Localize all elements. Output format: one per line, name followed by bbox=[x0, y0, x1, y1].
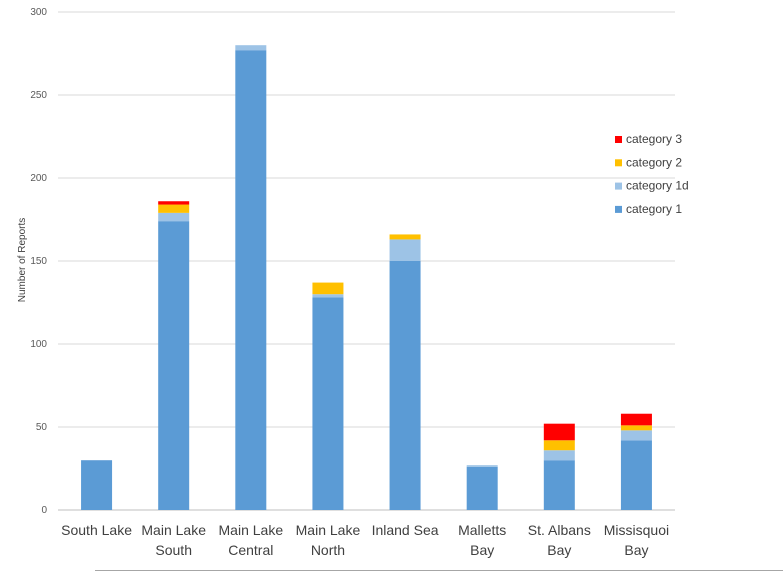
legend-item: category 1d bbox=[615, 179, 689, 193]
bar-segment bbox=[158, 204, 190, 213]
bar-stack bbox=[620, 413, 652, 510]
y-tick-label: 150 bbox=[30, 256, 47, 267]
bar-stack bbox=[389, 234, 421, 510]
legend-label: category 3 bbox=[626, 132, 682, 146]
legend-label: category 1d bbox=[626, 179, 689, 193]
legend-swatch bbox=[615, 205, 622, 213]
y-tick-label: 50 bbox=[36, 422, 48, 433]
y-tick-label: 0 bbox=[41, 505, 47, 516]
bar-segment bbox=[158, 212, 190, 222]
x-category-label: St. Albans Bay bbox=[528, 522, 591, 558]
legend-label: category 2 bbox=[626, 155, 682, 169]
y-tick-label: 300 bbox=[30, 7, 47, 18]
bar-stack bbox=[158, 201, 190, 510]
y-tick-label: 100 bbox=[30, 339, 47, 350]
x-category-label: South Lake bbox=[61, 522, 132, 538]
bar-segment bbox=[466, 466, 498, 510]
bar-segment bbox=[158, 201, 190, 205]
bar-segment bbox=[312, 297, 344, 510]
y-axis-ticks: 0 50 100 150 200 250 300 bbox=[30, 7, 47, 516]
bar-segment bbox=[620, 425, 652, 431]
x-category-label: Main Lake North bbox=[296, 522, 361, 558]
x-category-label: Main Lake Central bbox=[219, 522, 284, 558]
legend-item: category 2 bbox=[615, 155, 682, 169]
bar-stack bbox=[543, 423, 575, 510]
bar-segment bbox=[543, 450, 575, 461]
legend-label: category 1 bbox=[626, 202, 682, 216]
bar-segment bbox=[312, 282, 344, 295]
bar-segment bbox=[466, 465, 498, 467]
bar-segment bbox=[235, 50, 267, 511]
gridlines bbox=[58, 11, 675, 511]
legend-swatch bbox=[615, 182, 622, 190]
bar-stack bbox=[466, 465, 498, 510]
legend-swatch bbox=[615, 136, 622, 143]
bar-segment bbox=[620, 413, 652, 426]
x-category-label: Malletts Bay bbox=[458, 522, 506, 558]
legend: category 3 category 2 category 1d category … bbox=[615, 132, 689, 216]
bar-segment bbox=[620, 430, 652, 441]
bar-segment bbox=[543, 440, 575, 451]
bar-segment bbox=[235, 45, 267, 51]
x-axis-categories: South Lake Main Lake South Main Lake Central… bbox=[61, 522, 669, 558]
bar-stack bbox=[81, 460, 113, 510]
y-tick-label: 200 bbox=[30, 173, 47, 184]
bar-segment bbox=[389, 261, 421, 510]
bar-stack bbox=[312, 282, 344, 510]
bar-segment bbox=[389, 234, 421, 240]
bar-segment bbox=[389, 239, 421, 261]
window-bottom-border bbox=[95, 570, 783, 571]
bar-segment bbox=[158, 221, 190, 510]
bar-segment bbox=[620, 440, 652, 510]
bar-stack bbox=[235, 45, 267, 511]
bar-segment bbox=[543, 460, 575, 510]
y-axis-label: Number of Reports bbox=[17, 218, 28, 302]
x-category-label: Missisquoi Bay bbox=[604, 522, 669, 558]
x-category-label: Main Lake South bbox=[141, 522, 206, 558]
bar-segment bbox=[543, 423, 575, 441]
bar-segment bbox=[81, 460, 113, 510]
bar-segment bbox=[312, 294, 344, 298]
bars bbox=[81, 45, 652, 511]
x-category-label: Inland Sea bbox=[372, 522, 439, 538]
y-tick-label: 250 bbox=[30, 90, 47, 101]
legend-item: category 3 bbox=[615, 132, 682, 146]
legend-swatch bbox=[615, 159, 622, 167]
legend-item: category 1 bbox=[615, 202, 682, 216]
